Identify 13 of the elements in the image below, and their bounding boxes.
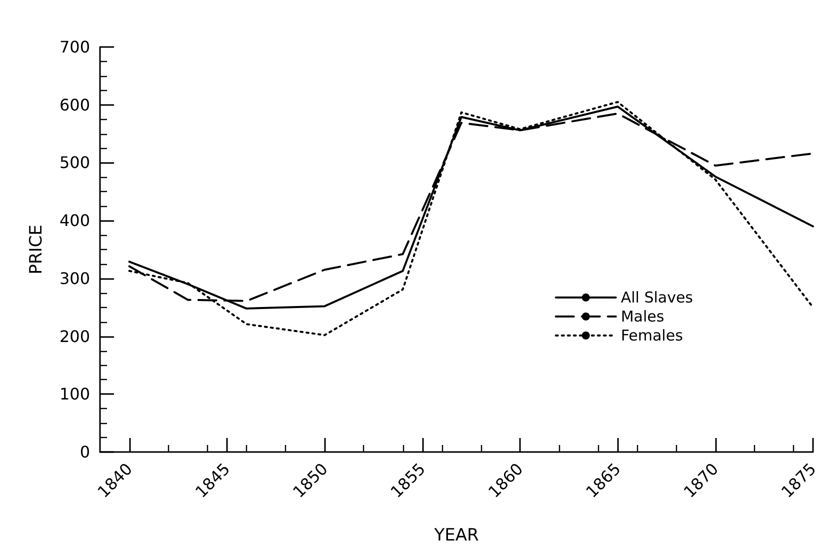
y-tick-label: 400: [59, 211, 90, 230]
y-tick-label: 200: [59, 326, 90, 346]
legend-label: All Slaves: [620, 288, 694, 306]
y-tick-label: 100: [59, 384, 90, 404]
x-axis-title: YEAR: [433, 526, 479, 546]
y-tick-label: 600: [59, 95, 90, 114]
y-tick-label: 0: [80, 442, 90, 462]
legend-label: Males: [620, 308, 664, 326]
y-tick-label: 500: [59, 153, 90, 172]
y-tick-label: 700: [59, 38, 90, 56]
y-axis-title: PRICE: [26, 224, 46, 274]
legend-label: Females: [620, 326, 684, 344]
y-tick-label: 300: [59, 268, 90, 288]
